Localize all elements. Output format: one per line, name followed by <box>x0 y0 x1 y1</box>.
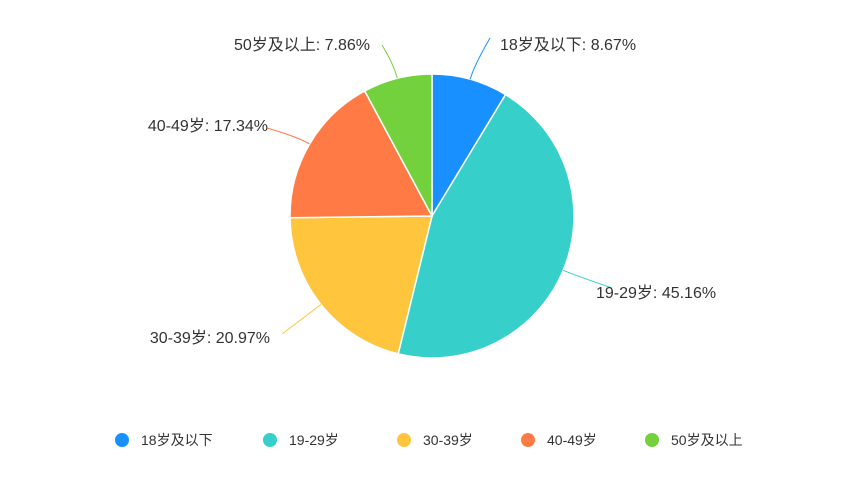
pie-data-label: 50岁及以上: 7.86% <box>234 36 370 54</box>
legend-label: 50岁及以上 <box>671 432 743 448</box>
pie-slices <box>289 73 575 359</box>
legend-item[interactable]: 30-39岁 <box>397 432 473 448</box>
legend-marker <box>645 433 659 447</box>
pie-leader-line <box>469 37 491 80</box>
legend-item[interactable]: 18岁及以下 <box>115 432 213 448</box>
legend-label: 30-39岁 <box>423 432 473 448</box>
pie-leader-line <box>266 127 310 145</box>
pie-data-label: 30-39岁: 20.97% <box>150 329 270 347</box>
pie-leader-line <box>562 269 613 289</box>
legend-item[interactable]: 19-29岁 <box>263 432 339 448</box>
legend-marker <box>263 433 277 447</box>
pie-leader-line <box>381 44 398 79</box>
legend-label: 19-29岁 <box>289 432 339 448</box>
pie-leader-line <box>281 303 322 335</box>
legend-marker <box>397 433 411 447</box>
pie-data-labels: 18岁及以下: 8.67% 19-29岁: 45.16% 30-39岁: 20.97… <box>148 36 716 347</box>
chart-legend: 18岁及以下 19-29岁 30-39岁 40-49岁 50岁及以上 <box>115 432 743 448</box>
pie-slice[interactable] <box>397 93 575 359</box>
pie-slice[interactable] <box>289 215 433 355</box>
legend-label: 18岁及以下 <box>141 432 213 448</box>
pie-data-label: 19-29岁: 45.16% <box>596 284 716 302</box>
legend-item[interactable]: 40-49岁 <box>521 432 597 448</box>
legend-item[interactable]: 50岁及以上 <box>645 432 743 448</box>
legend-marker <box>521 433 535 447</box>
pie-data-label: 40-49岁: 17.34% <box>148 117 268 135</box>
legend-label: 40-49岁 <box>547 432 597 448</box>
pie-leader-lines <box>266 37 613 335</box>
pie-data-label: 18岁及以下: 8.67% <box>500 36 636 54</box>
legend-marker <box>115 433 129 447</box>
